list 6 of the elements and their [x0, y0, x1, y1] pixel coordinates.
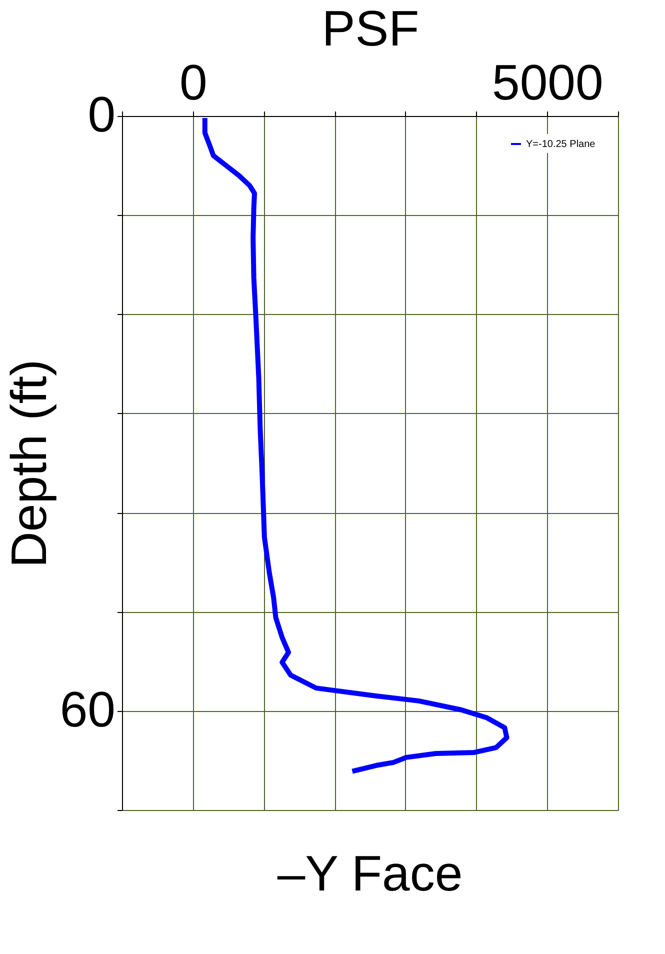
legend-label: Y=-10.25 Plane: [526, 139, 596, 150]
x-tick-label: 5000: [492, 54, 604, 110]
y-tick-label: 60: [60, 681, 116, 738]
x-axis-title: PSF: [322, 0, 420, 56]
y-axis-title: Depth (ft): [0, 359, 57, 568]
text: –Y Face: [277, 846, 463, 902]
